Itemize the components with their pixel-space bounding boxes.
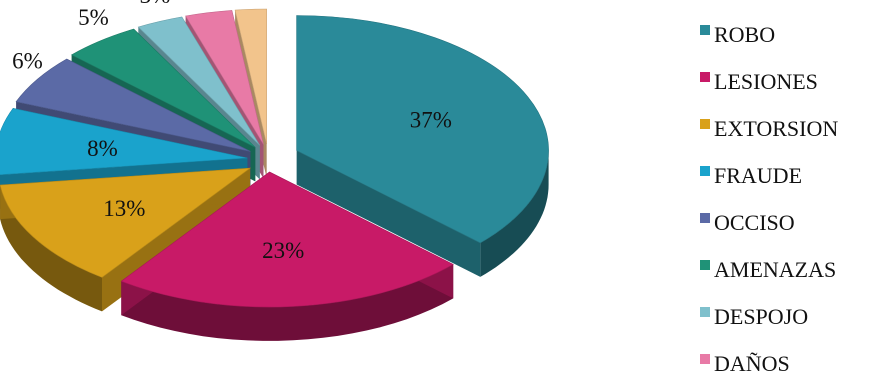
legend-swatch	[700, 166, 710, 176]
slice-top	[0, 107, 248, 176]
slice-side	[480, 150, 549, 277]
slice-top	[185, 10, 264, 145]
legend-label: DESPOJO	[714, 304, 808, 329]
data-label: 5%	[78, 5, 109, 30]
slice-top	[137, 16, 260, 146]
legend-label: OCCISO	[714, 210, 795, 235]
legend-item: DESPOJO	[700, 304, 808, 329]
slice-side	[0, 185, 103, 312]
data-label: 37%	[410, 107, 452, 132]
legend-item: EXTORSION	[700, 116, 838, 141]
legend: ROBO LESIONES EXTORSION FRAUDE OCCISO AMENAZA…	[700, 22, 838, 376]
data-label: 8%	[87, 136, 118, 161]
legend-item: ROBO	[700, 22, 775, 47]
slice-top	[0, 167, 252, 278]
slice-top	[120, 171, 454, 308]
legend-item: AMENAZAS	[700, 257, 836, 282]
slice-top	[70, 28, 256, 148]
data-label: 23%	[262, 238, 304, 263]
legend-swatch	[700, 72, 710, 82]
legend-label: DAÑOS	[714, 351, 790, 376]
pie-labels: 37%23%13%8%6%5%3%3%2%	[12, 0, 452, 263]
legend-swatch	[700, 213, 710, 223]
legend-label: FRAUDE	[714, 163, 802, 188]
slice-top	[296, 15, 549, 244]
slice-top	[15, 58, 251, 152]
legend-swatch	[700, 260, 710, 270]
legend-item: DAÑOS	[700, 351, 790, 376]
slice-edge	[296, 150, 481, 277]
legend-label: EXTORSION	[714, 116, 838, 141]
legend-swatch	[700, 354, 710, 364]
legend-item: OCCISO	[700, 210, 795, 235]
data-label: 3%	[140, 0, 171, 8]
pie-slices	[0, 8, 549, 341]
legend-swatch	[700, 307, 710, 317]
slice-side	[121, 264, 454, 341]
legend-swatch	[700, 119, 710, 129]
data-label: 13%	[103, 196, 145, 221]
legend-label: LESIONES	[714, 69, 818, 94]
legend-label: ROBO	[714, 22, 775, 47]
slice-top	[234, 8, 268, 145]
legend-item: LESIONES	[700, 69, 818, 94]
data-label: 6%	[12, 48, 43, 73]
pie-slice-robo	[296, 15, 549, 277]
legend-label: AMENAZAS	[714, 257, 836, 282]
legend-item: FRAUDE	[700, 163, 802, 188]
pie-slice-lesiones	[120, 171, 454, 341]
legend-swatch	[700, 25, 710, 35]
